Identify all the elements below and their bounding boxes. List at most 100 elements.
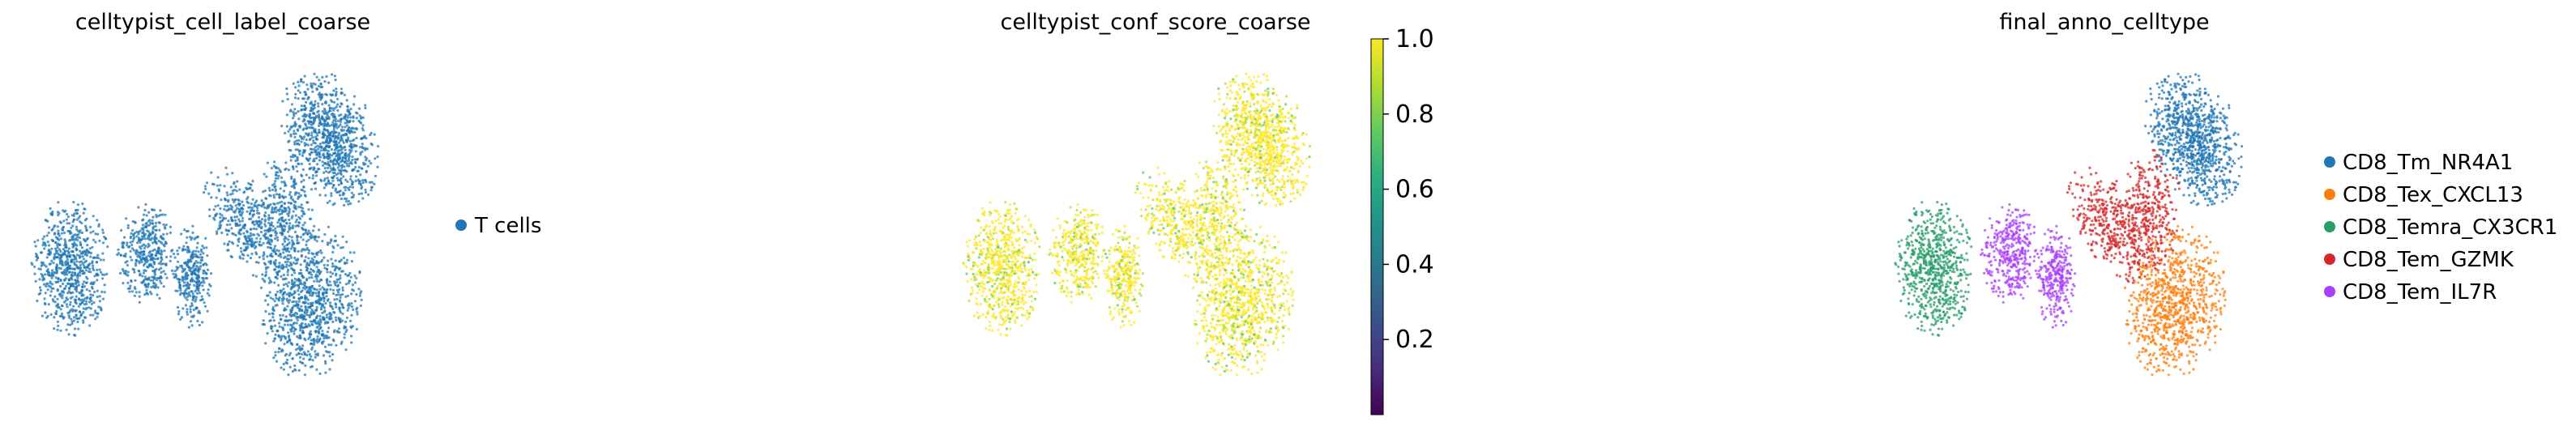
umap-point xyxy=(81,272,84,275)
umap-point xyxy=(230,227,233,230)
umap-point xyxy=(226,242,230,245)
umap-point xyxy=(147,251,151,254)
umap-point xyxy=(288,224,291,228)
umap-point xyxy=(139,256,142,260)
umap-point xyxy=(103,273,106,276)
umap-point xyxy=(73,327,77,330)
umap-point xyxy=(83,265,86,269)
umap-point xyxy=(349,202,352,205)
umap-point xyxy=(100,273,104,276)
umap-point xyxy=(194,289,197,293)
umap-point xyxy=(68,309,72,313)
umap-point xyxy=(317,84,321,87)
umap-point xyxy=(306,87,310,91)
umap-point xyxy=(269,261,272,264)
umap-point xyxy=(56,225,59,228)
umap-point xyxy=(370,142,373,146)
umap-point xyxy=(1029,224,1032,228)
umap-point xyxy=(47,249,51,252)
umap-point xyxy=(155,279,159,282)
umap-point xyxy=(313,72,316,75)
umap-point xyxy=(1010,215,1014,218)
umap-point xyxy=(342,129,345,132)
umap-point xyxy=(1007,233,1010,236)
umap-point xyxy=(1003,250,1006,253)
umap-point xyxy=(292,313,295,317)
umap-point xyxy=(321,75,324,79)
umap-point xyxy=(100,271,103,274)
umap-point xyxy=(1065,271,1068,274)
umap-point xyxy=(140,260,143,264)
umap-point xyxy=(173,276,176,279)
umap-point xyxy=(326,271,329,274)
umap-point xyxy=(328,170,331,173)
umap-point xyxy=(332,162,335,165)
umap-point xyxy=(88,250,91,253)
umap-point xyxy=(329,317,332,321)
umap-point xyxy=(142,279,145,283)
umap-point xyxy=(317,147,320,151)
umap-point xyxy=(47,244,51,247)
umap-point xyxy=(1033,231,1036,234)
umap-point xyxy=(344,138,348,142)
umap-point xyxy=(339,311,342,314)
umap-point xyxy=(254,245,258,249)
umap-point xyxy=(965,265,968,268)
umap-point xyxy=(1074,218,1077,221)
umap-point xyxy=(314,330,318,333)
umap-point xyxy=(329,288,332,291)
umap-point xyxy=(130,232,133,235)
umap-point xyxy=(79,260,83,263)
umap-point xyxy=(1070,251,1074,254)
umap-point xyxy=(246,260,249,263)
umap-point xyxy=(72,305,75,308)
umap-point xyxy=(336,283,340,287)
umap-point xyxy=(228,240,231,243)
umap-point xyxy=(278,296,281,300)
umap-point xyxy=(1054,254,1057,258)
umap-point xyxy=(145,255,148,258)
umap-point xyxy=(79,270,82,273)
umap-point xyxy=(1002,261,1005,264)
umap-point xyxy=(303,75,306,78)
umap-point xyxy=(59,308,62,311)
umap-point xyxy=(281,326,284,330)
umap-point xyxy=(152,237,156,241)
umap-point xyxy=(36,239,40,242)
umap-point xyxy=(323,156,326,160)
umap-point xyxy=(224,228,228,232)
umap-point xyxy=(1087,258,1091,261)
umap-point xyxy=(988,288,991,292)
umap-point xyxy=(207,288,210,292)
umap-point xyxy=(340,117,344,121)
umap-point xyxy=(302,178,305,182)
umap-point xyxy=(163,225,166,228)
umap-point xyxy=(151,253,154,257)
umap-point xyxy=(1028,253,1032,257)
umap-point xyxy=(68,271,71,274)
umap-point xyxy=(318,288,322,291)
umap-point xyxy=(313,112,316,116)
umap-point xyxy=(150,264,153,267)
umap-point xyxy=(327,179,330,182)
umap-point xyxy=(1008,320,1011,324)
umap-point xyxy=(283,181,286,184)
umap-point xyxy=(234,204,237,207)
umap-point xyxy=(323,263,326,266)
umap-point xyxy=(199,258,203,262)
umap-point xyxy=(336,156,340,160)
umap-point xyxy=(83,237,86,241)
umap-point xyxy=(336,172,340,175)
umap-point xyxy=(985,327,988,330)
umap-point xyxy=(346,164,349,168)
umap-point xyxy=(274,227,277,230)
umap-point xyxy=(282,224,286,228)
umap-point xyxy=(351,185,354,189)
umap-point xyxy=(975,302,978,305)
umap-point xyxy=(314,128,317,131)
umap-point xyxy=(310,188,313,191)
umap-point xyxy=(308,152,311,155)
umap-point xyxy=(1061,236,1064,240)
umap-point xyxy=(67,230,71,233)
umap-point xyxy=(201,256,204,259)
